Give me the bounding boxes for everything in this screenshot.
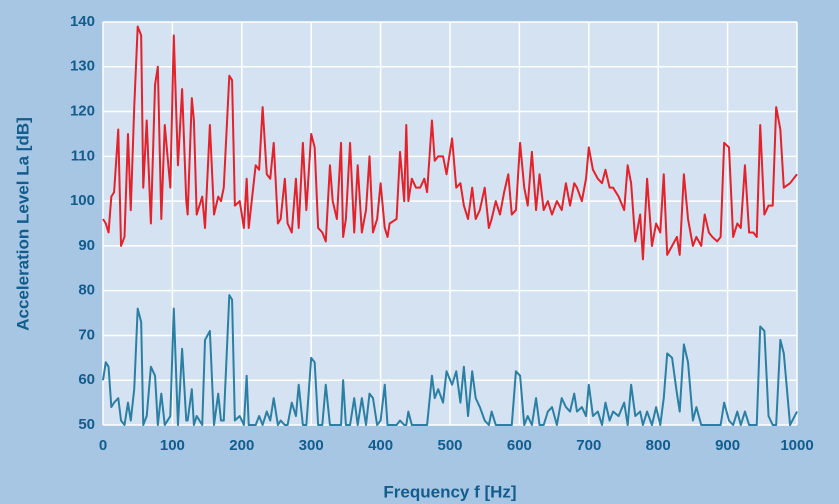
y-tick-label: 100 — [70, 192, 95, 209]
y-tick-label: 90 — [78, 237, 95, 254]
x-tick-label: 700 — [576, 437, 601, 454]
y-tick-label: 130 — [70, 58, 95, 75]
x-tick-label: 0 — [99, 437, 107, 454]
x-tick-label: 800 — [646, 437, 671, 454]
x-tick-label: 1000 — [780, 437, 813, 454]
x-axis-label: Frequency f [Hz] — [383, 482, 516, 501]
x-tick-label: 200 — [229, 437, 254, 454]
y-tick-label: 110 — [71, 147, 95, 164]
y-tick-label: 60 — [78, 371, 95, 388]
data-line — [102, 294, 798, 426]
y-tick-label: 140 — [70, 13, 95, 30]
y-tick-label: 50 — [78, 416, 95, 433]
y-tick-label: 120 — [70, 103, 95, 120]
data-line — [102, 25, 798, 261]
x-tick-label: 900 — [715, 437, 740, 454]
y-tick-label: 70 — [78, 326, 95, 343]
x-tick-label: 500 — [437, 437, 462, 454]
x-tick-label: 100 — [160, 437, 185, 454]
x-tick-label: 600 — [507, 437, 532, 454]
y-axis-label: Acceleration Level La [dB] — [13, 117, 32, 331]
y-tick-label: 80 — [78, 282, 95, 299]
x-tick-label: 400 — [368, 437, 393, 454]
x-tick-label: 300 — [299, 437, 324, 454]
